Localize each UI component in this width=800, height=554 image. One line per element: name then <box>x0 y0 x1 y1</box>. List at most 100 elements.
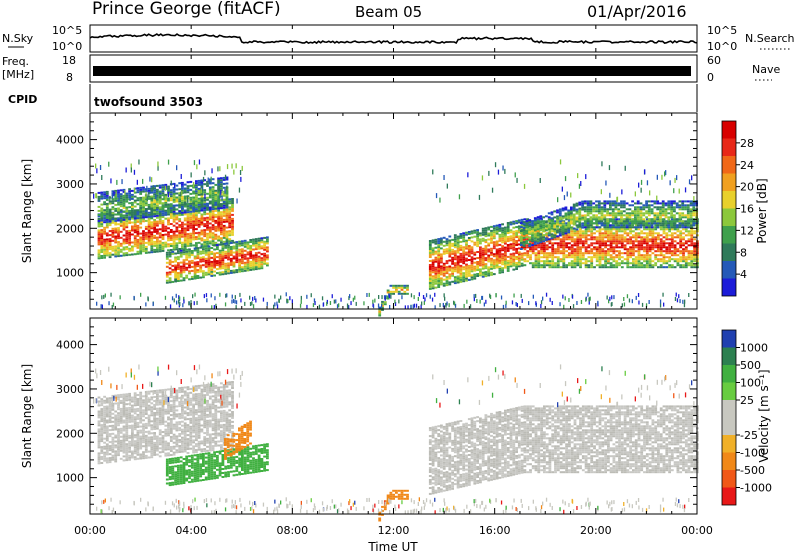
power-cell <box>214 219 218 222</box>
power-cell <box>579 230 582 233</box>
power-cell <box>97 235 101 238</box>
power-cell <box>668 248 671 251</box>
power-cell <box>590 230 594 233</box>
power-cell <box>479 240 482 243</box>
power-cell <box>562 248 566 251</box>
power-cell <box>615 264 619 267</box>
power-cell <box>575 212 579 215</box>
power-cell <box>122 202 126 205</box>
power-cell <box>381 302 384 305</box>
power-cell <box>467 253 471 255</box>
power-cell <box>690 218 694 221</box>
power-cell <box>150 251 154 254</box>
power-cell <box>470 258 474 261</box>
power-cell <box>670 222 673 225</box>
power-cell <box>108 230 112 233</box>
power-cell <box>142 202 145 205</box>
power-cell <box>225 178 229 181</box>
power-cell <box>609 256 613 259</box>
power-cell <box>97 239 101 242</box>
power-cell <box>381 300 384 303</box>
power-cell <box>598 230 602 233</box>
power-cell <box>586 206 590 209</box>
power-cell <box>241 268 244 271</box>
power-cell <box>593 232 596 235</box>
power-cell <box>213 256 216 259</box>
power-cell <box>517 239 521 242</box>
power-cell <box>164 195 168 198</box>
power-cell <box>559 240 563 243</box>
power-cell <box>659 252 663 255</box>
power-cell <box>487 270 491 273</box>
power-cell <box>467 272 471 275</box>
power-cell <box>604 240 607 243</box>
power-cell <box>573 250 577 253</box>
power-cell <box>156 184 159 187</box>
power-cell <box>186 219 190 222</box>
power-cell <box>531 238 534 241</box>
power-cell <box>459 254 463 257</box>
power-cell <box>567 209 571 212</box>
power-cell <box>238 242 241 245</box>
power-cell <box>670 212 673 215</box>
power-cell <box>632 240 635 243</box>
power-cell <box>612 264 616 267</box>
power-cell <box>667 218 671 221</box>
power-cell <box>218 253 222 256</box>
power-cell <box>147 225 151 228</box>
power-cell <box>556 252 560 255</box>
power-cell <box>667 208 671 211</box>
power-cell <box>634 214 637 217</box>
power-cell <box>153 187 156 190</box>
power-cell <box>597 200 601 203</box>
power-cell <box>437 260 441 263</box>
power-cell <box>670 224 673 227</box>
power-cell <box>595 226 598 229</box>
power-cell <box>617 214 621 217</box>
power-cell <box>185 268 189 271</box>
power-cell <box>481 253 485 256</box>
power-cell <box>192 230 195 233</box>
power-cell <box>167 237 170 240</box>
power-cell <box>645 250 649 253</box>
power-cell <box>252 266 255 269</box>
power-speckle <box>388 294 391 299</box>
power-cell <box>448 283 452 286</box>
power-cell <box>214 193 218 196</box>
power-cell <box>257 259 261 262</box>
power-cell <box>587 256 591 259</box>
power-cell <box>673 254 677 257</box>
power-speckle <box>95 193 97 199</box>
power-cell <box>161 190 165 193</box>
power-cell <box>195 190 198 193</box>
power-cell <box>197 225 201 228</box>
power-cell <box>545 258 549 261</box>
power-cell <box>484 245 488 248</box>
power-cell <box>133 201 137 204</box>
power-cell <box>117 201 120 204</box>
power-cell <box>266 262 269 265</box>
power-cell <box>227 250 230 253</box>
power-cell <box>144 241 148 244</box>
power-cell <box>428 274 432 276</box>
power-cell <box>179 251 183 254</box>
power-cell <box>653 202 657 205</box>
power-cell <box>693 264 696 267</box>
power-cell <box>590 226 594 229</box>
power-cell <box>600 208 604 211</box>
y-tick-label: 3000 <box>56 178 84 191</box>
power-cell <box>597 202 601 205</box>
power-cell <box>648 254 652 257</box>
power-cell <box>165 255 169 258</box>
power-cell <box>203 225 207 228</box>
power-cell <box>108 238 112 241</box>
power-cell <box>200 229 204 232</box>
power-cell <box>545 215 548 218</box>
power-cell <box>579 232 582 235</box>
power-cell <box>520 222 523 225</box>
power-cell <box>554 242 557 245</box>
power-cell <box>169 193 173 196</box>
power-cell <box>158 196 162 199</box>
power-cell <box>515 230 518 233</box>
power-speckle <box>585 174 587 180</box>
